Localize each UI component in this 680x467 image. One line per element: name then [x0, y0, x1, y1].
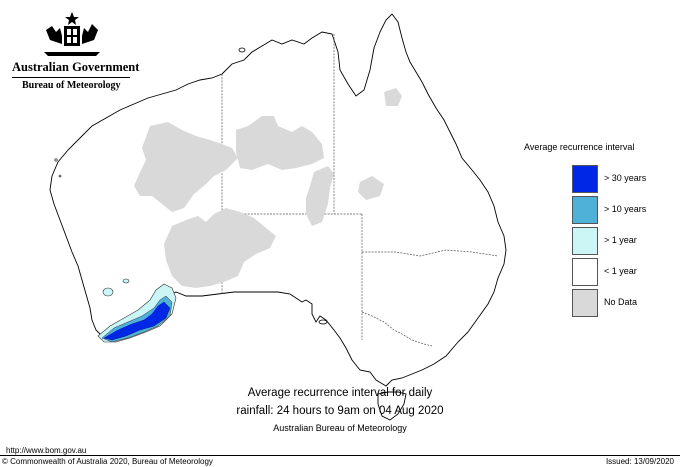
legend-label: > 10 years [604, 204, 647, 214]
legend-swatch [572, 227, 598, 255]
map-caption-line-2: rainfall: 24 hours to 9am on 04 Aug 2020 [236, 405, 444, 417]
border-nsw-vic [361, 311, 433, 347]
no-data-area [164, 208, 276, 288]
legend-item-no-data: No Data [572, 289, 660, 317]
no-data-area [306, 166, 334, 226]
bureau-title: Bureau of Meteorology [22, 80, 121, 91]
island [58, 174, 62, 178]
legend-item-gt-30-years: > 30 years [572, 165, 660, 193]
header-divider [12, 77, 130, 78]
legend-label: > 30 years [604, 173, 647, 183]
legend-item-lt-1-year: < 1 year [572, 258, 660, 286]
legend-label: > 1 year [604, 235, 637, 245]
bom-website-link[interactable]: http://www.bom.gov.au [6, 446, 87, 455]
map-caption-source: Australian Bureau of Meteorology [273, 423, 407, 433]
legend-item-gt-1-year: > 1 year [572, 227, 660, 255]
arl-gt-30-years [103, 301, 171, 341]
no-data-area [134, 122, 238, 212]
no-data-regions [134, 88, 402, 288]
issued-date: Issued: 13/09/2020 [605, 457, 674, 466]
arl-gt-1-year-patch [102, 287, 114, 297]
island [54, 158, 58, 162]
island [238, 47, 246, 53]
government-title: Australian Government [12, 60, 140, 74]
legend-swatch [572, 258, 598, 286]
legend-label: No Data [604, 297, 638, 307]
tasmania-outline [377, 391, 407, 421]
legend-item-gt-10-years: > 10 years [572, 196, 660, 224]
island [318, 319, 328, 325]
arl-gt-1-year-patch [122, 278, 130, 284]
footer-divider [0, 455, 680, 456]
legend-swatch [572, 289, 598, 317]
copyright-notice: © Commonwealth of Australia 2020, Bureau… [2, 457, 213, 466]
coat-of-arms-logo [44, 12, 100, 56]
border-qld-nsw [362, 249, 499, 257]
legend-swatch [572, 165, 598, 193]
map-caption-line-1: Average recurrence interval for daily [247, 387, 433, 399]
legend-swatch [572, 196, 598, 224]
no-data-area [384, 88, 402, 106]
legend-label: < 1 year [604, 266, 637, 276]
no-data-area [236, 116, 324, 170]
no-data-area [358, 176, 384, 200]
legend-title: Average recurrence interval [524, 142, 635, 152]
